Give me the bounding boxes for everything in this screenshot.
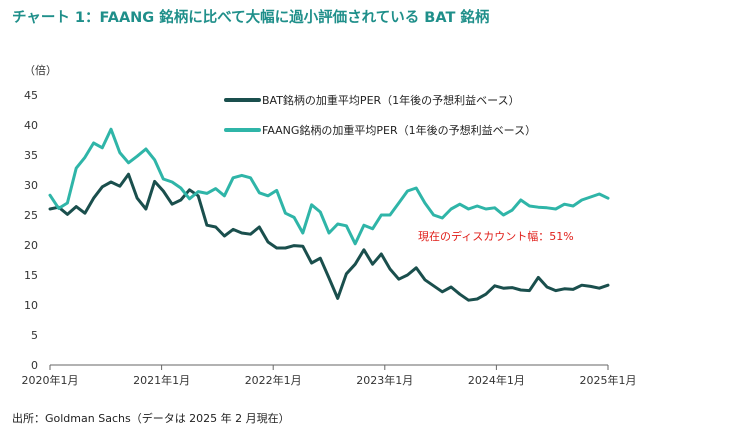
- x-tick-label: 2022年1月: [245, 373, 302, 387]
- y-tick-label: 30: [24, 179, 38, 192]
- source-note: 出所：Goldman Sachs（データは 2025 年 2 月現在）: [12, 412, 290, 425]
- y-tick-label: 35: [24, 149, 38, 162]
- x-tick-label: 2021年1月: [133, 373, 190, 387]
- x-tick-label: 2024年1月: [468, 373, 525, 387]
- series-line-bat: [48, 172, 610, 302]
- y-tick-label: 5: [31, 329, 38, 342]
- y-tick-label: 45: [24, 89, 38, 102]
- series-line-faang: [48, 127, 610, 246]
- x-tick-label: 2025年1月: [580, 373, 637, 387]
- y-tick-label: 15: [24, 269, 38, 282]
- discount-annotation: 現在のディスカウント幅：51%: [418, 229, 574, 243]
- x-tick-label: 2020年1月: [22, 373, 79, 387]
- y-tick-label: 20: [24, 239, 38, 252]
- chart-title: チャート 1：FAANG 銘柄に比べて大幅に過小評価されている BAT 銘柄: [12, 10, 490, 26]
- x-tick-label: 2023年1月: [356, 373, 413, 387]
- y-tick-label: 10: [24, 299, 38, 312]
- y-tick-label: 25: [24, 209, 38, 222]
- y-axis-unit-label: （倍）: [24, 64, 57, 77]
- legend-label: BAT銘柄の加重平均PER（1年後の予想利益ベース）: [262, 93, 520, 107]
- y-tick-label: 40: [24, 119, 38, 132]
- y-tick-label: 0: [31, 359, 38, 372]
- legend-label: FAANG銘柄の加重平均PER（1年後の予想利益ベース）: [262, 123, 536, 137]
